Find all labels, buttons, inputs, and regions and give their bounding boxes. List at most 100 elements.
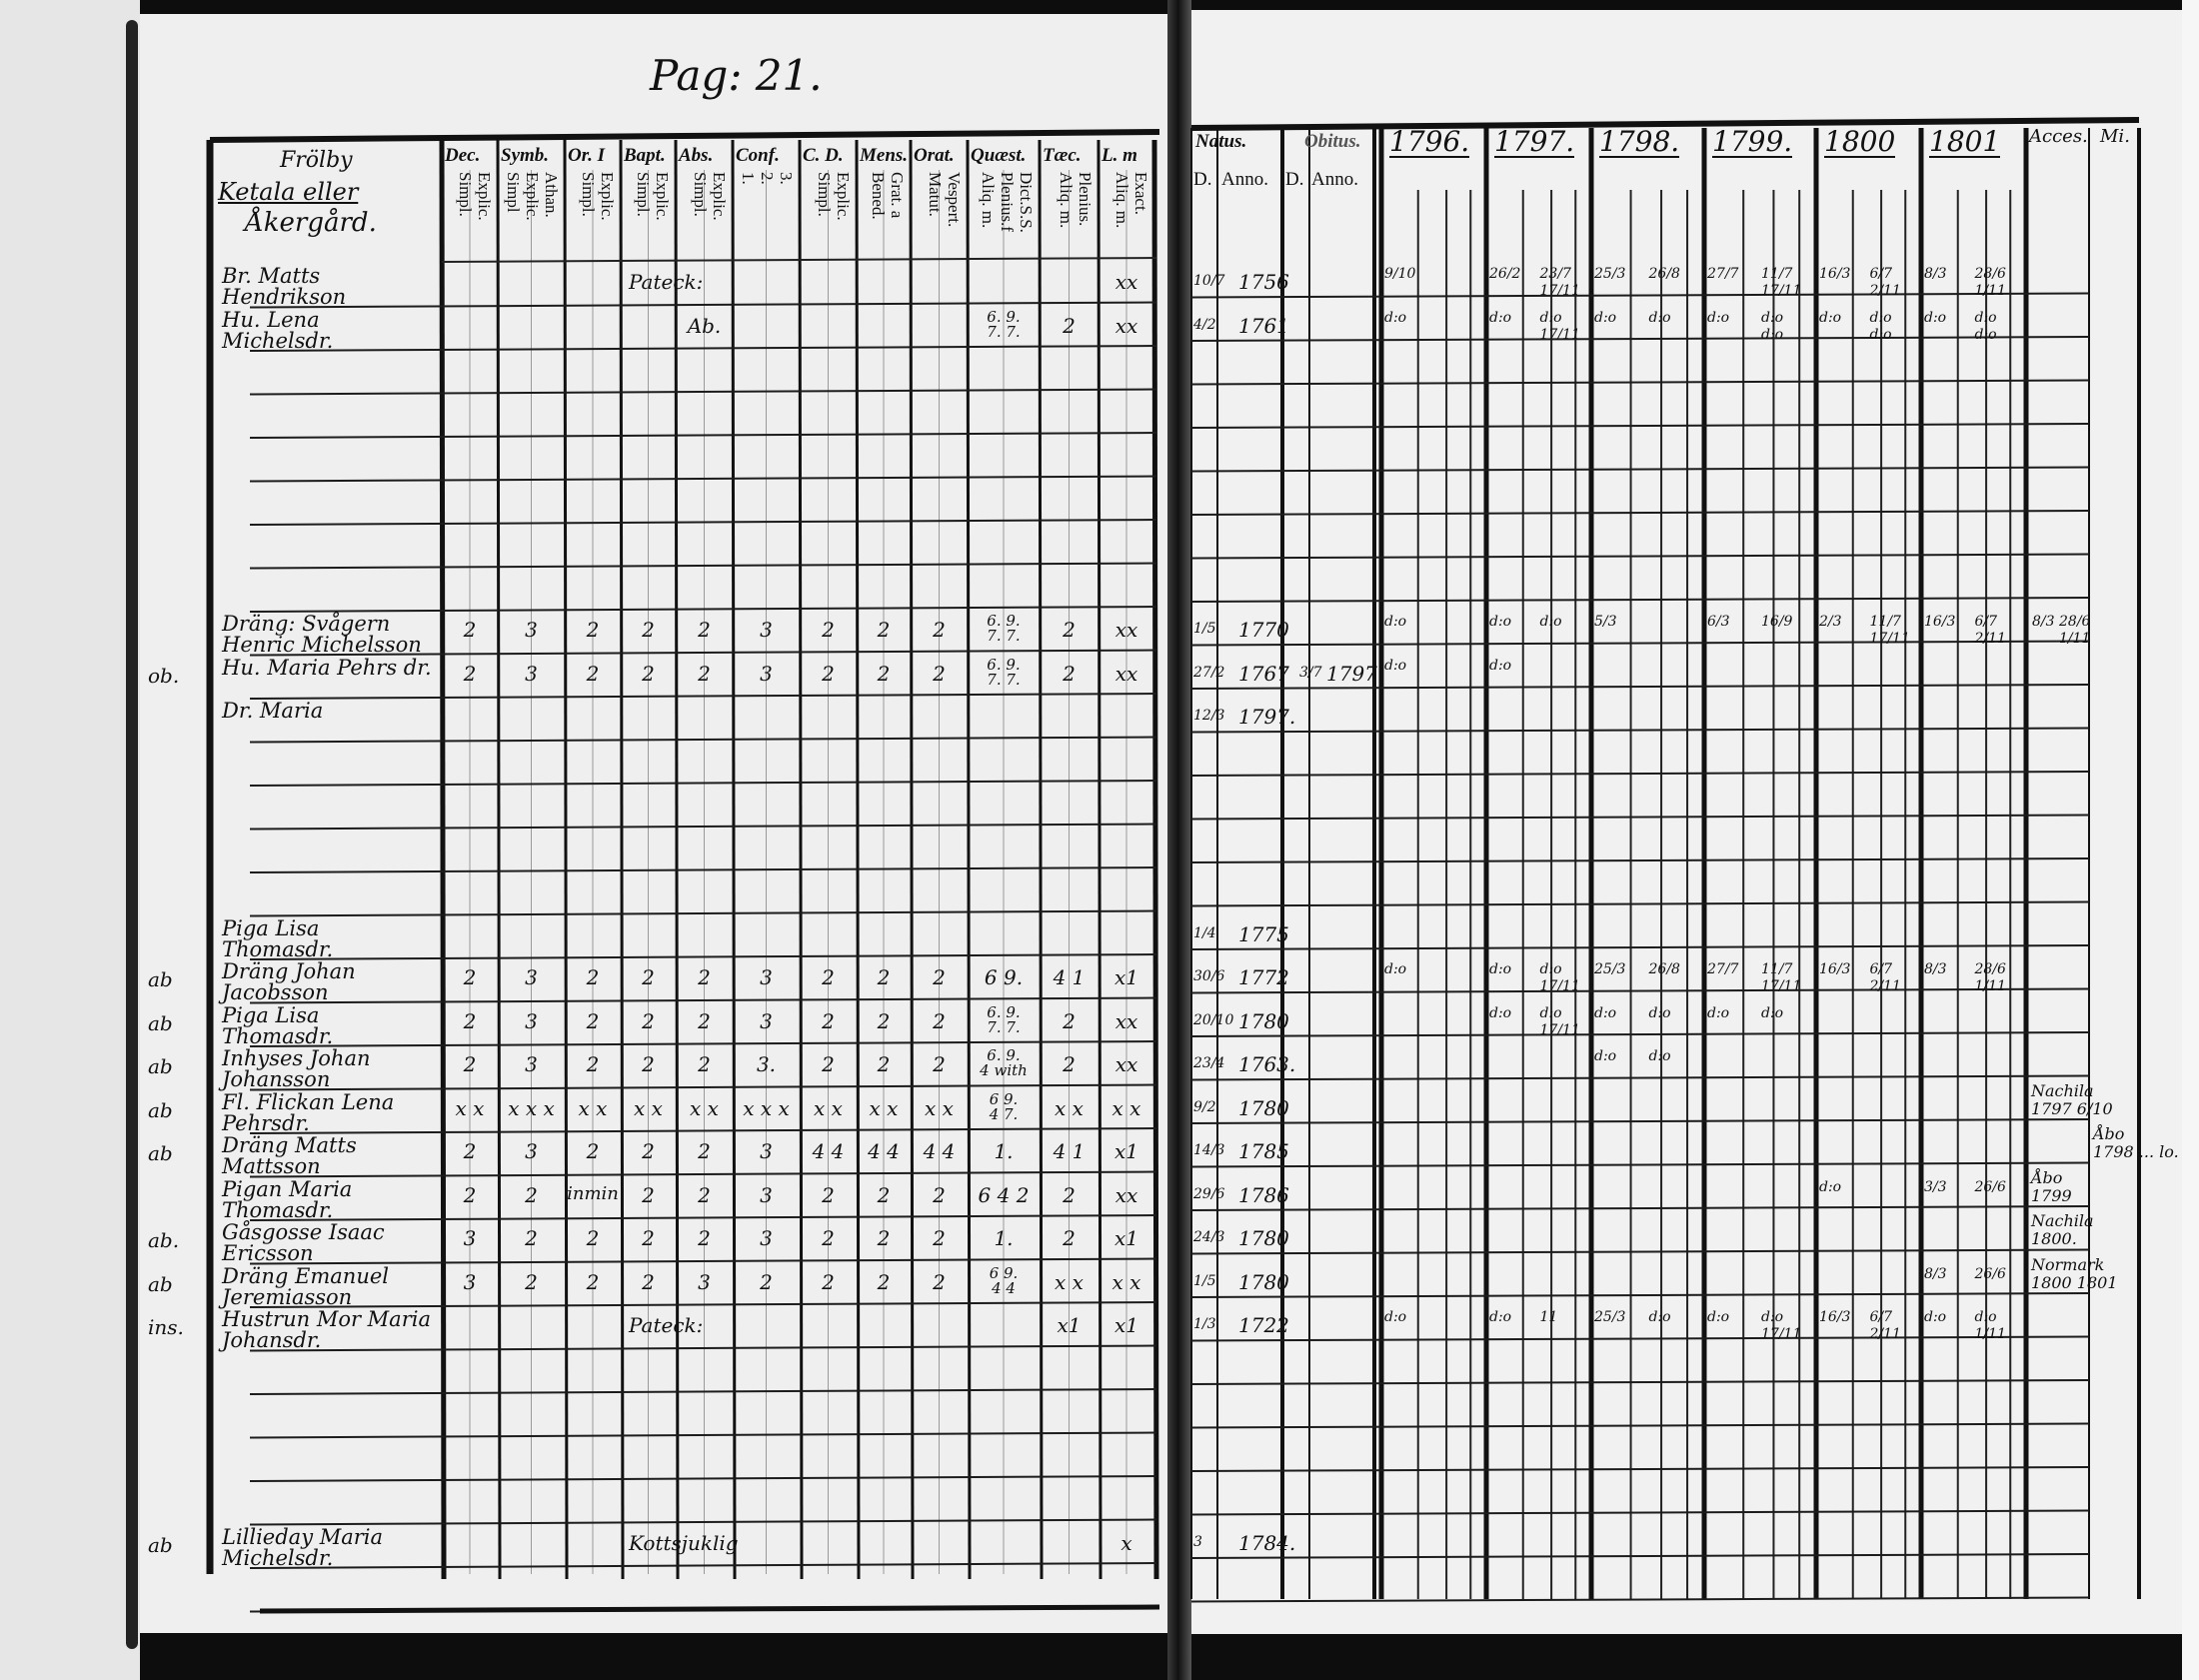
- communion-mark: 17/11: [1539, 326, 1580, 343]
- communion-mark: 26/8: [1648, 266, 1680, 282]
- row-rule-right: [1190, 944, 2090, 950]
- communion-mark: d:o: [1594, 309, 1617, 326]
- communion-mark: 16/3: [1924, 614, 1956, 630]
- cell-conf: 3: [760, 965, 773, 989]
- row-rule: [249, 519, 1157, 526]
- cell-abs: 2: [698, 661, 711, 686]
- binding-edge: [126, 20, 138, 1649]
- cell-or1: 2: [586, 618, 600, 642]
- cell-conf: 3: [760, 1226, 773, 1250]
- row-rule-right: [1190, 1161, 2090, 1168]
- communion-mark: 26/6: [1974, 1265, 2006, 1282]
- cell-orat: 2: [933, 1182, 946, 1207]
- communion-mark: d:o: [1594, 1004, 1617, 1021]
- row-margin-mark: ab.: [148, 1228, 180, 1252]
- row-rule: [249, 1301, 1157, 1308]
- communion-mark: 8/3: [1924, 266, 1947, 282]
- cell-mens: 4 4: [868, 1139, 900, 1163]
- person-name: Dräng: Svågern Henric Michelsson: [222, 612, 422, 657]
- communion-mark: 11/7: [1869, 614, 1901, 630]
- birth-year: 1780: [1238, 1269, 1289, 1294]
- birth-day: 27/2: [1193, 664, 1225, 681]
- birth-day: 1/5: [1193, 1272, 1216, 1289]
- communion-mark: 8/3: [1924, 961, 1947, 977]
- communion-mark: 26/8: [1648, 961, 1680, 977]
- cell-bapt: 2: [642, 1052, 655, 1076]
- cell-cd: 2: [822, 1182, 835, 1207]
- communion-mark: d:o: [1974, 326, 1997, 343]
- cell-or1: 2: [586, 1052, 600, 1076]
- person-name: Hu. Lena Michelsdr.: [222, 307, 334, 353]
- communion-mark: d:o: [1924, 309, 1947, 326]
- row-rule: [249, 866, 1157, 873]
- birth-year: 1775: [1238, 921, 1289, 946]
- communion-mark: d:o: [1761, 326, 1784, 343]
- row-rule: [249, 1083, 1157, 1091]
- cell-taec: 4 1: [1053, 965, 1086, 989]
- cell-or1: inmin: [567, 1182, 619, 1204]
- column-header-quaest: Quæst.: [971, 145, 1027, 166]
- column-header-dec: Dec.: [445, 145, 481, 166]
- communion-mark: 9/10: [1384, 266, 1416, 282]
- column-rule: [439, 139, 447, 1580]
- communion-mark: d:o: [1924, 1309, 1947, 1325]
- migr-header: Mi.: [2100, 126, 2130, 147]
- person-name: Br. Matts Hendrikson: [222, 264, 347, 309]
- birth-year: 1767: [1238, 661, 1289, 686]
- communion-mark: 16/3: [1819, 266, 1851, 282]
- cell-bapt: 2: [642, 618, 655, 642]
- communion-mark: 6/3: [1707, 614, 1730, 630]
- communion-mark: d:o: [1489, 614, 1512, 630]
- communion-mark: 8/3: [1924, 1265, 1947, 1282]
- row-rule-right: [1190, 684, 2090, 690]
- row-rule: [249, 388, 1157, 396]
- row-rule-right: [1190, 1074, 2090, 1081]
- column-subheader-conf: 3. 2. 1.: [739, 172, 796, 185]
- row-rule-right: [1190, 597, 2090, 603]
- birth-day: 4/2: [1193, 316, 1216, 333]
- cell-symb: x x x: [508, 1095, 555, 1120]
- cell-mens: x x: [869, 1095, 899, 1120]
- row-margin-mark: ab: [148, 1271, 173, 1296]
- cell-abs: x x: [690, 1095, 719, 1120]
- row-rule: [249, 606, 1157, 613]
- cell-orat: 4 4: [923, 1139, 956, 1163]
- column-rule: [674, 139, 680, 1580]
- communion-mark: d:o: [1761, 1004, 1784, 1021]
- birth-year: 1756: [1238, 270, 1289, 294]
- row-rule: [249, 1431, 1157, 1439]
- cell-quaest: 6. 9. 7. 7.: [987, 1002, 1021, 1036]
- column-header-orat: Orat.: [914, 145, 955, 166]
- communion-mark: 2/11: [1869, 1326, 1901, 1342]
- cell-mens: 2: [877, 1008, 891, 1033]
- communion-mark: 16/9: [1761, 614, 1793, 630]
- column-subheader-mens: Grat. a Bened.: [869, 172, 907, 220]
- communion-mark: 27/7: [1707, 266, 1739, 282]
- communion-mark: d:o: [1384, 1309, 1407, 1325]
- page-number: Pag: 21.: [650, 51, 823, 100]
- communion-mark: d:o: [1539, 961, 1562, 977]
- year-header-4: 1800: [1824, 125, 1896, 158]
- cell-dec: 3: [463, 1269, 477, 1294]
- cell-cd: 2: [822, 965, 835, 989]
- row-rule-right: [1190, 292, 2090, 299]
- communion-mark: 28/6: [1974, 961, 2006, 977]
- cell-taec: 2: [1063, 1052, 1076, 1076]
- cell-symb: 3: [525, 1008, 538, 1033]
- column-subheader-orat: Vespert. Matut.: [926, 172, 964, 228]
- year-header-0: 1796.: [1389, 125, 1470, 158]
- row-rule-right: [1190, 1118, 2090, 1124]
- communion-mark: 6/7: [1869, 961, 1893, 977]
- row-rule-right: [1190, 1422, 2090, 1429]
- cell-taec: 4 1: [1053, 1139, 1086, 1163]
- communion-mark: d:o: [1648, 1004, 1671, 1021]
- cell-mens: 2: [877, 965, 891, 989]
- row-margin-mark: ab: [148, 1097, 173, 1122]
- cell-dec: 2: [463, 1052, 477, 1076]
- cell-or1: 2: [586, 1139, 600, 1163]
- cell-lm: xx: [1114, 1052, 1138, 1076]
- cell-lm: xx: [1114, 270, 1138, 294]
- cell-abs: 2: [698, 1052, 711, 1076]
- row-rule: [249, 996, 1157, 1004]
- person-name: Dräng Johan Jacobsson: [222, 959, 356, 1004]
